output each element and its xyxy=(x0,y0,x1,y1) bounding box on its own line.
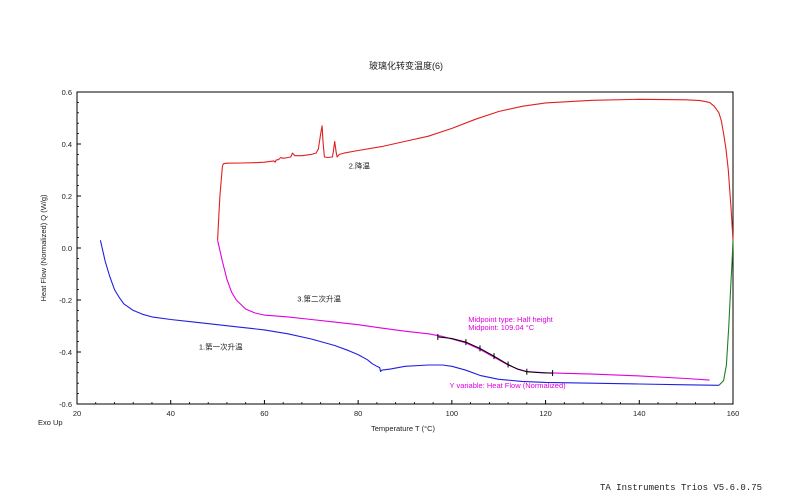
x-axis-label: Temperature T (°C) xyxy=(371,424,435,433)
series-line-2 xyxy=(217,98,734,241)
y-tick-label: -0.4 xyxy=(59,348,72,357)
y-tick-label: -0.2 xyxy=(59,296,72,305)
series-layer xyxy=(99,98,734,386)
x-tick-label: 120 xyxy=(539,409,552,418)
y-axis-label: Heat Flow (Normalized) Q (W/g) xyxy=(39,194,48,302)
exo-up-label: Exo Up xyxy=(38,418,63,427)
x-tick-label: 20 xyxy=(73,409,81,418)
series-line-1 xyxy=(99,240,719,386)
glass-transition-analysis-line xyxy=(437,336,553,374)
x-tick-label: 40 xyxy=(167,409,175,418)
x-tick-label: 80 xyxy=(354,409,362,418)
plot-area: 20 40 60 80 100 120 140 160 -0.6 -0.4 -0.2 0.0 0.2 0… xyxy=(59,88,739,418)
y-tick-label: 0.6 xyxy=(62,88,72,97)
x-tick-label: 60 xyxy=(260,409,268,418)
y-tick-label: 0.4 xyxy=(62,140,72,149)
software-version-label: TA Instruments Trios V5.6.0.75 xyxy=(600,483,762,493)
x-axis-ticks: 20 40 60 80 100 120 140 160 xyxy=(73,400,739,418)
analysis-layer xyxy=(437,333,554,377)
annotation-4: Midpoint type: Half height xyxy=(468,315,554,324)
x-tick-label: 160 xyxy=(727,409,740,418)
series-line-4 xyxy=(718,240,734,386)
annotation-2: 3.第二次升温 xyxy=(297,293,341,303)
series-line-3 xyxy=(217,240,710,381)
annotation-layer: 2.降温 3.第二次升温 1.第一次升温 Midpoint type: Half he… xyxy=(199,161,566,390)
annotation-6: Y variable: Heat Flow (Normalized) xyxy=(450,381,567,390)
y-tick-label: 0.2 xyxy=(62,192,72,201)
chart-title: 玻璃化转变温度(6) xyxy=(369,60,443,71)
x-tick-label: 140 xyxy=(633,409,646,418)
plot-frame xyxy=(76,91,734,405)
annotation-3: 1.第一次升温 xyxy=(199,341,243,351)
y-tick-label: 0.0 xyxy=(62,244,72,253)
x-tick-label: 100 xyxy=(446,409,459,418)
annotation-1: 2.降温 xyxy=(349,161,371,171)
y-tick-label: -0.6 xyxy=(59,400,72,409)
annotation-5: Midpoint: 109.04 °C xyxy=(468,323,535,332)
y-axis-ticks: -0.6 -0.4 -0.2 0.0 0.2 0.4 0.6 xyxy=(59,88,81,409)
